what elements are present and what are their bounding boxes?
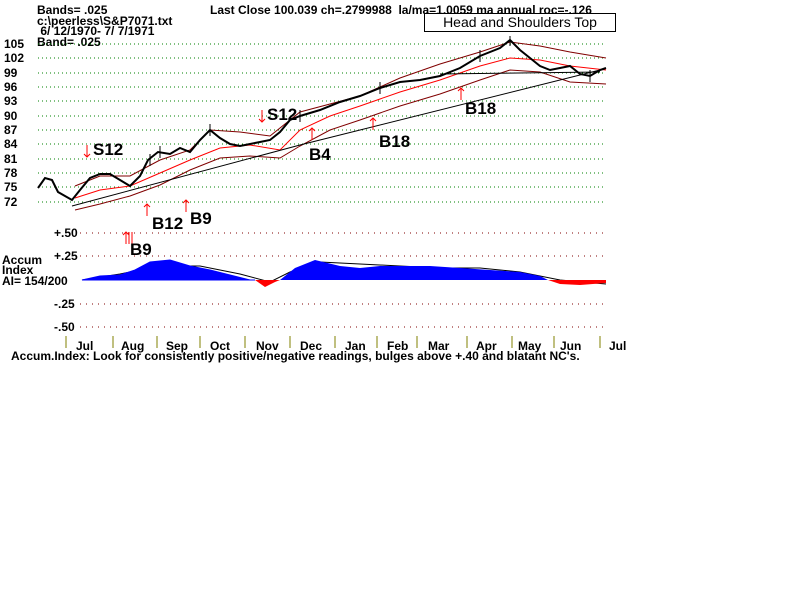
- month-label: Feb: [387, 339, 409, 353]
- month-label: Jul: [76, 339, 94, 353]
- month-label: Aug: [121, 339, 145, 353]
- accum-note: Accum.Index: Look for consistently posit…: [11, 349, 580, 363]
- accum-grid: [80, 232, 606, 328]
- band-label: Band= .025: [37, 35, 101, 49]
- price-tick: 96: [4, 80, 18, 94]
- accum-tick: -.25: [54, 297, 75, 311]
- price-tick: 72: [4, 195, 18, 209]
- signal-label: B18: [465, 99, 497, 118]
- month-label: Jun: [560, 339, 582, 353]
- price-tick: 105: [4, 37, 25, 51]
- ai-value: AI= 154/200: [2, 274, 68, 288]
- price-tick: 90: [4, 109, 18, 123]
- month-label: Oct: [210, 339, 231, 353]
- price-tick: 78: [4, 166, 18, 180]
- signal-label: B4: [309, 145, 331, 164]
- accum-tick: -.50: [54, 320, 75, 334]
- accum-tick: +.25: [54, 249, 78, 263]
- price-tick: 84: [4, 137, 18, 151]
- month-label: Dec: [300, 339, 323, 353]
- month-label: May: [518, 339, 542, 353]
- month-label: Jul: [609, 339, 627, 353]
- price-tick: 75: [4, 180, 18, 194]
- accum-label: Accum: [2, 253, 43, 267]
- index-label: Index: [2, 263, 34, 277]
- date-range: 6/ 12/1970- 7/ 7/1971: [37, 24, 155, 38]
- month-label: Nov: [256, 339, 279, 353]
- bands-label: Bands= .025: [37, 3, 108, 17]
- signal-arrows: [83, 87, 465, 244]
- file-path: c:\peerless\S&P7071.txt: [37, 14, 173, 28]
- price-grid: [38, 43, 606, 203]
- signal-label: S12: [267, 105, 298, 124]
- price-tick: 99: [4, 66, 18, 80]
- signal-label: B18: [379, 132, 411, 151]
- signal-label: B9: [190, 209, 212, 228]
- accum-tick: +.50: [54, 226, 78, 240]
- price-tick: 102: [4, 51, 25, 65]
- month-label: Jan: [345, 339, 366, 353]
- signal-label: B9: [130, 240, 152, 259]
- pattern-title: Head and Shoulders Top: [424, 13, 616, 32]
- month-label: Apr: [476, 339, 497, 353]
- price-tick: 81: [4, 152, 18, 166]
- price-tick: 93: [4, 94, 18, 108]
- price-tick: 87: [4, 123, 18, 137]
- month-label: Mar: [428, 339, 450, 353]
- last-close-stats: Last Close 100.039 ch=.2799988 la/ma=1.0…: [210, 3, 592, 17]
- signal-label: S12: [93, 140, 124, 159]
- month-ticks: [65, 336, 601, 348]
- month-label: Sep: [166, 339, 189, 353]
- signal-label: B12: [152, 214, 184, 233]
